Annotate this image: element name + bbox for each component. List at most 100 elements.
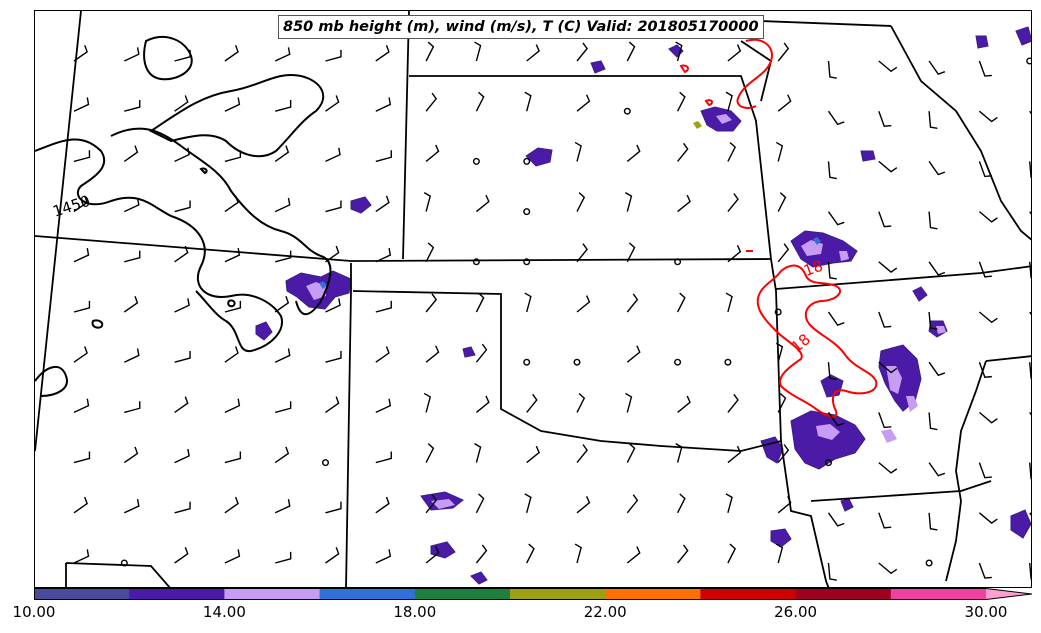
wind-barb [878, 462, 898, 474]
wind-barb [1029, 362, 1031, 379]
wind-barb [625, 192, 633, 212]
wind-barb [475, 544, 488, 564]
wind-barb [274, 446, 290, 464]
wind-barb [928, 60, 946, 75]
colorbar-tick-label: 10.00 [12, 603, 56, 621]
wind-barb [677, 544, 689, 564]
wind-barb [576, 42, 588, 62]
wind-barb-calm [573, 358, 581, 366]
wind-barb [375, 248, 392, 263]
shaded-fields [255, 26, 1031, 585]
colorbar [34, 588, 1033, 600]
wind-barb [727, 393, 739, 413]
wind-barb [224, 549, 241, 564]
wind-barb [174, 298, 190, 313]
wind-barb-calm [1026, 57, 1031, 65]
wind-barb [978, 411, 998, 424]
wind-barb [174, 501, 191, 514]
wind-barb [123, 296, 139, 313]
wind-barb [325, 95, 340, 112]
wind-barb [325, 298, 341, 313]
wind-barb [124, 401, 141, 414]
wind-barb-calm [674, 358, 682, 366]
wind-barb [576, 94, 591, 112]
wind-barb-calm [523, 358, 531, 366]
wind-barb [425, 242, 435, 263]
wind-barb [375, 549, 392, 564]
wind-barb [224, 97, 241, 112]
wind-barb [727, 193, 739, 213]
wind-barb [274, 197, 291, 213]
wind-barb [827, 261, 837, 280]
wind-barb [425, 92, 438, 112]
wind-barb [475, 343, 488, 363]
wind-barb [425, 443, 435, 463]
state-boundaries [35, 11, 1031, 587]
wind-barb [878, 110, 892, 127]
colorbar-segment [414, 588, 511, 600]
wind-barb [626, 345, 641, 363]
wind-barb [73, 45, 88, 62]
wind-barb [224, 346, 239, 363]
wind-barb-calm [523, 258, 531, 266]
wind-barb [526, 543, 535, 564]
wind-barb [73, 97, 90, 112]
wind-barb [677, 194, 691, 213]
wind-barb [174, 147, 190, 163]
wind-barb [224, 398, 241, 414]
colorbar-segment [510, 588, 606, 600]
wind-barb [827, 411, 845, 427]
wind-barb [878, 412, 892, 429]
colorbar-segment [224, 588, 321, 600]
wind-barb [827, 311, 845, 326]
wind-barb [174, 547, 189, 564]
wind-barb [827, 362, 837, 381]
wind-barb [574, 141, 582, 162]
wind-barb [325, 351, 342, 363]
wind-barb [978, 462, 992, 479]
wind-barb [675, 443, 683, 463]
wind-barb [928, 160, 946, 176]
wind-barb [775, 543, 784, 564]
wind-barb [325, 501, 342, 514]
wind-barb [224, 300, 242, 313]
wind-barb [675, 41, 683, 62]
colorbar-tick-label: 14.00 [202, 603, 246, 621]
wind-barb [124, 348, 140, 363]
wind-barb [626, 293, 639, 313]
wind-barb [274, 348, 291, 363]
wind-barb [928, 111, 938, 130]
wind-barb [375, 45, 390, 62]
wind-barb [174, 448, 190, 464]
wind-barb [475, 194, 490, 213]
wind-barb [1029, 211, 1031, 215]
wind-barb [978, 261, 992, 278]
wind-barb [576, 392, 586, 413]
wind-barb [928, 311, 938, 330]
wind-barb [1029, 261, 1031, 279]
wind-barb [727, 44, 742, 62]
wind-barb [475, 395, 490, 413]
wind-barb [375, 97, 392, 112]
wind-barb-calm [724, 358, 732, 366]
wind-barb [474, 41, 482, 62]
wind-barb [425, 546, 440, 564]
wind-barb-calm [322, 459, 330, 467]
wind-barb [475, 493, 485, 514]
wind-barb [423, 192, 432, 212]
wind-barb [375, 300, 392, 313]
wind-barb [626, 443, 636, 463]
wind-barb [526, 44, 540, 62]
wind-barb [375, 195, 390, 213]
wind-barb [878, 211, 892, 228]
wind-barb [325, 547, 340, 564]
wind-barb [124, 100, 141, 112]
wind-barb [224, 248, 241, 263]
wind-barb [576, 444, 588, 464]
wind-barb [174, 49, 191, 62]
wind-barb [123, 145, 139, 162]
wind-barb [626, 144, 641, 162]
wind-barb [174, 200, 191, 213]
wind-barb [1029, 311, 1031, 316]
wind-barb [475, 91, 485, 112]
